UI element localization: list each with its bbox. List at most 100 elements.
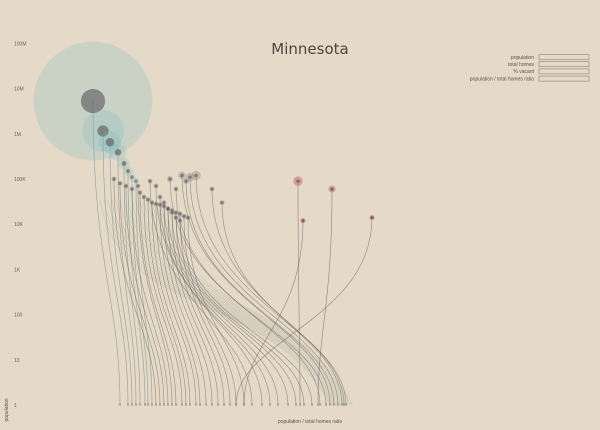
curve [143, 196, 183, 406]
curve [221, 202, 347, 406]
baseline-ticks [119, 403, 347, 406]
bubble-core [154, 184, 158, 188]
curve [151, 202, 191, 406]
curve [169, 178, 321, 406]
bubble-core [134, 179, 138, 183]
curve [127, 171, 146, 406]
bubble-core [186, 215, 190, 220]
bubble-core [174, 211, 178, 215]
bubble-core [118, 181, 122, 185]
y-tick-label: 100M [14, 41, 27, 47]
bubble-core [370, 215, 374, 220]
curve [102, 131, 129, 406]
bubble-core [105, 138, 115, 147]
curve [103, 199, 332, 406]
curve [185, 181, 335, 406]
curve [119, 199, 338, 406]
legend-swatch [538, 61, 590, 68]
bubble-core [210, 187, 214, 191]
curve [135, 199, 344, 406]
bubbles-layer [33, 41, 375, 224]
bubble-core [194, 173, 198, 178]
curve [147, 199, 187, 406]
bubble-core [162, 204, 166, 208]
bubble-core [125, 169, 131, 174]
bubble-core [188, 175, 192, 179]
bubble-core [301, 219, 305, 223]
bubble-core [170, 211, 174, 215]
curve [131, 199, 343, 406]
bubble-core [142, 195, 146, 199]
curve [167, 208, 289, 406]
curve [151, 199, 350, 406]
bubble-core [154, 202, 158, 206]
curve [149, 181, 253, 406]
curve [171, 212, 297, 406]
curve [171, 210, 219, 406]
curve [317, 189, 333, 406]
bubble-core [330, 187, 334, 191]
curve [99, 199, 331, 406]
curve [179, 220, 313, 406]
curve [139, 199, 346, 406]
curve [117, 152, 137, 406]
curve [131, 189, 169, 406]
bubble-core [182, 214, 186, 218]
curve [127, 199, 341, 406]
curve [175, 217, 305, 406]
legend-label: population [511, 55, 534, 61]
x-axis-label: population / total homes ratio [278, 419, 342, 425]
curve [159, 196, 271, 406]
bubble-core [158, 195, 162, 199]
bubble-core [174, 215, 178, 220]
curve [179, 213, 231, 406]
y-tick-label: 10K [14, 222, 24, 228]
legend-label: % vacant [513, 69, 534, 75]
curve [155, 203, 197, 406]
curve [139, 192, 177, 406]
curve [123, 199, 340, 406]
bubble-core [178, 212, 182, 216]
curve [175, 212, 225, 406]
curve [155, 186, 263, 406]
legend-swatch [538, 68, 590, 75]
bubble-core [178, 219, 182, 223]
curve [107, 199, 334, 406]
y-axis-label: population [4, 398, 10, 421]
curve [183, 216, 237, 406]
curve [125, 186, 165, 406]
y-tick-label: 1 [14, 403, 17, 409]
y-tick-label: 1M [14, 132, 21, 138]
y-tick-label: 100K [14, 177, 26, 183]
curve [111, 199, 335, 406]
bubble-core [166, 207, 170, 211]
bubble-core [80, 88, 106, 114]
bubble-core [124, 184, 128, 188]
bubble-core [220, 201, 224, 205]
curve [109, 142, 133, 406]
bubble-core [97, 125, 109, 137]
chart-title: Minnesota [271, 40, 348, 58]
curve [137, 186, 173, 406]
bubble-core [184, 179, 188, 183]
bubble-core [121, 161, 127, 166]
curve [115, 199, 337, 406]
bubble-core [158, 203, 162, 207]
bubble-core [296, 179, 300, 183]
curve [123, 163, 141, 406]
curve [163, 202, 279, 406]
bubble-core [114, 149, 122, 156]
bubble-core [148, 179, 152, 183]
curve [147, 199, 349, 406]
bubble-core [136, 184, 140, 188]
bubble-core [130, 187, 134, 191]
y-tick-label: 1K [14, 267, 21, 273]
bubble-core [168, 177, 172, 181]
bubble-core [146, 198, 150, 202]
curve [195, 175, 343, 406]
bubble-core [150, 201, 154, 205]
curve [297, 181, 301, 406]
y-axis: 1 10 100 1K 10K 100K 1M 10M 100M [14, 41, 27, 409]
